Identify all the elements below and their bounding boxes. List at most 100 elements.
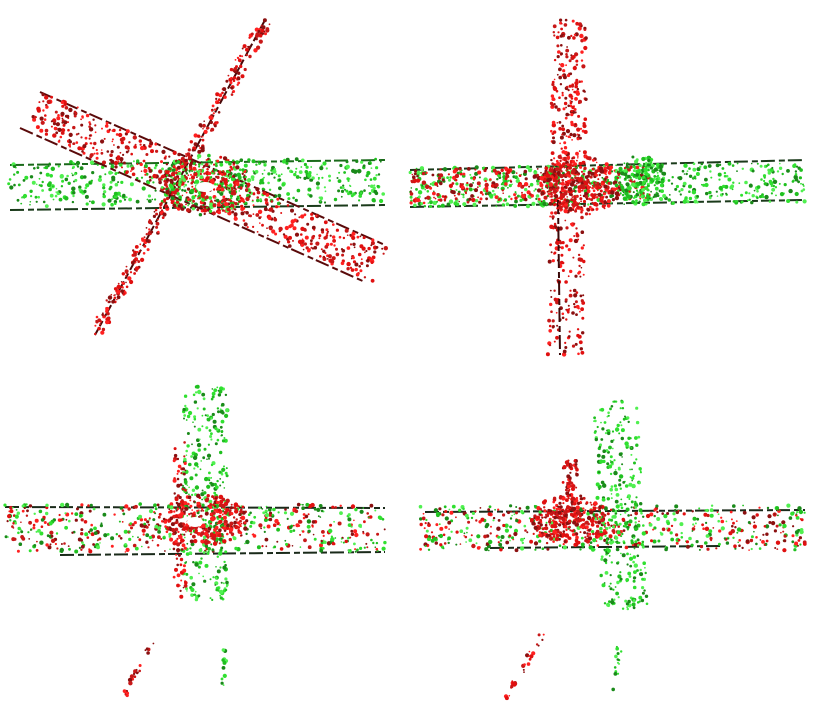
- point: [7, 182, 11, 186]
- point: [562, 545, 567, 550]
- point: [185, 526, 189, 531]
- point: [750, 200, 754, 205]
- point: [631, 155, 635, 159]
- point: [61, 132, 64, 135]
- point: [570, 113, 574, 117]
- point: [145, 540, 149, 544]
- point: [597, 178, 600, 181]
- point: [428, 535, 431, 537]
- point: [322, 249, 326, 253]
- point: [119, 157, 124, 162]
- point: [107, 295, 113, 300]
- point: [229, 199, 233, 203]
- point: [772, 179, 778, 184]
- point: [442, 533, 446, 537]
- point: [715, 190, 718, 193]
- point: [161, 149, 166, 154]
- point: [172, 150, 177, 155]
- point: [207, 153, 211, 158]
- point: [170, 196, 175, 201]
- point: [125, 171, 129, 175]
- point: [28, 538, 31, 540]
- point: [128, 537, 132, 542]
- point: [454, 173, 460, 179]
- point: [230, 207, 233, 210]
- edge-line: [59, 551, 386, 556]
- point: [290, 208, 294, 213]
- point: [648, 183, 651, 185]
- point: [174, 567, 178, 572]
- point: [639, 197, 642, 200]
- point: [77, 132, 80, 135]
- point: [148, 517, 151, 520]
- point: [210, 178, 215, 184]
- point: [451, 182, 455, 185]
- point: [443, 505, 447, 509]
- point: [420, 185, 425, 190]
- point: [351, 235, 356, 240]
- point: [578, 270, 582, 274]
- point: [80, 544, 85, 549]
- point: [354, 267, 358, 272]
- point: [794, 173, 798, 176]
- point: [252, 204, 255, 207]
- point: [110, 536, 115, 541]
- point: [421, 184, 424, 187]
- point: [779, 162, 781, 165]
- point: [768, 200, 772, 203]
- point: [324, 235, 328, 240]
- point: [183, 546, 187, 550]
- point: [352, 242, 356, 246]
- point: [177, 464, 182, 469]
- point: [635, 177, 638, 180]
- point: [565, 244, 569, 248]
- point: [177, 204, 181, 208]
- point: [579, 206, 584, 211]
- point: [33, 115, 37, 119]
- point: [108, 128, 111, 131]
- point: [584, 509, 587, 512]
- point: [584, 195, 589, 199]
- point: [194, 529, 198, 533]
- point: [120, 289, 124, 293]
- point: [64, 512, 67, 515]
- point: [81, 150, 84, 153]
- point: [322, 161, 327, 166]
- point: [567, 167, 569, 170]
- point: [680, 531, 683, 535]
- point: [184, 183, 187, 187]
- point: [285, 161, 289, 165]
- point: [118, 520, 121, 523]
- point: [245, 532, 248, 536]
- point: [285, 542, 288, 546]
- point: [782, 548, 787, 553]
- point: [187, 148, 191, 152]
- point: [546, 194, 549, 198]
- point: [225, 467, 228, 470]
- point: [239, 519, 242, 523]
- point: [791, 534, 795, 538]
- point: [186, 444, 190, 448]
- point: [29, 189, 33, 193]
- point: [78, 514, 83, 518]
- point: [437, 204, 441, 208]
- point: [586, 208, 591, 212]
- point: [551, 325, 555, 328]
- point: [543, 177, 547, 182]
- point: [552, 130, 557, 134]
- point: [565, 129, 571, 134]
- point: [466, 187, 469, 191]
- point: [205, 176, 210, 181]
- point: [610, 190, 615, 195]
- point: [208, 457, 210, 460]
- point: [294, 171, 297, 173]
- point: [263, 30, 266, 33]
- point: [484, 179, 487, 183]
- point: [320, 539, 323, 543]
- point: [60, 518, 63, 522]
- point: [752, 524, 758, 529]
- point: [510, 180, 513, 183]
- point: [491, 189, 495, 193]
- point: [738, 539, 741, 542]
- point: [780, 531, 782, 534]
